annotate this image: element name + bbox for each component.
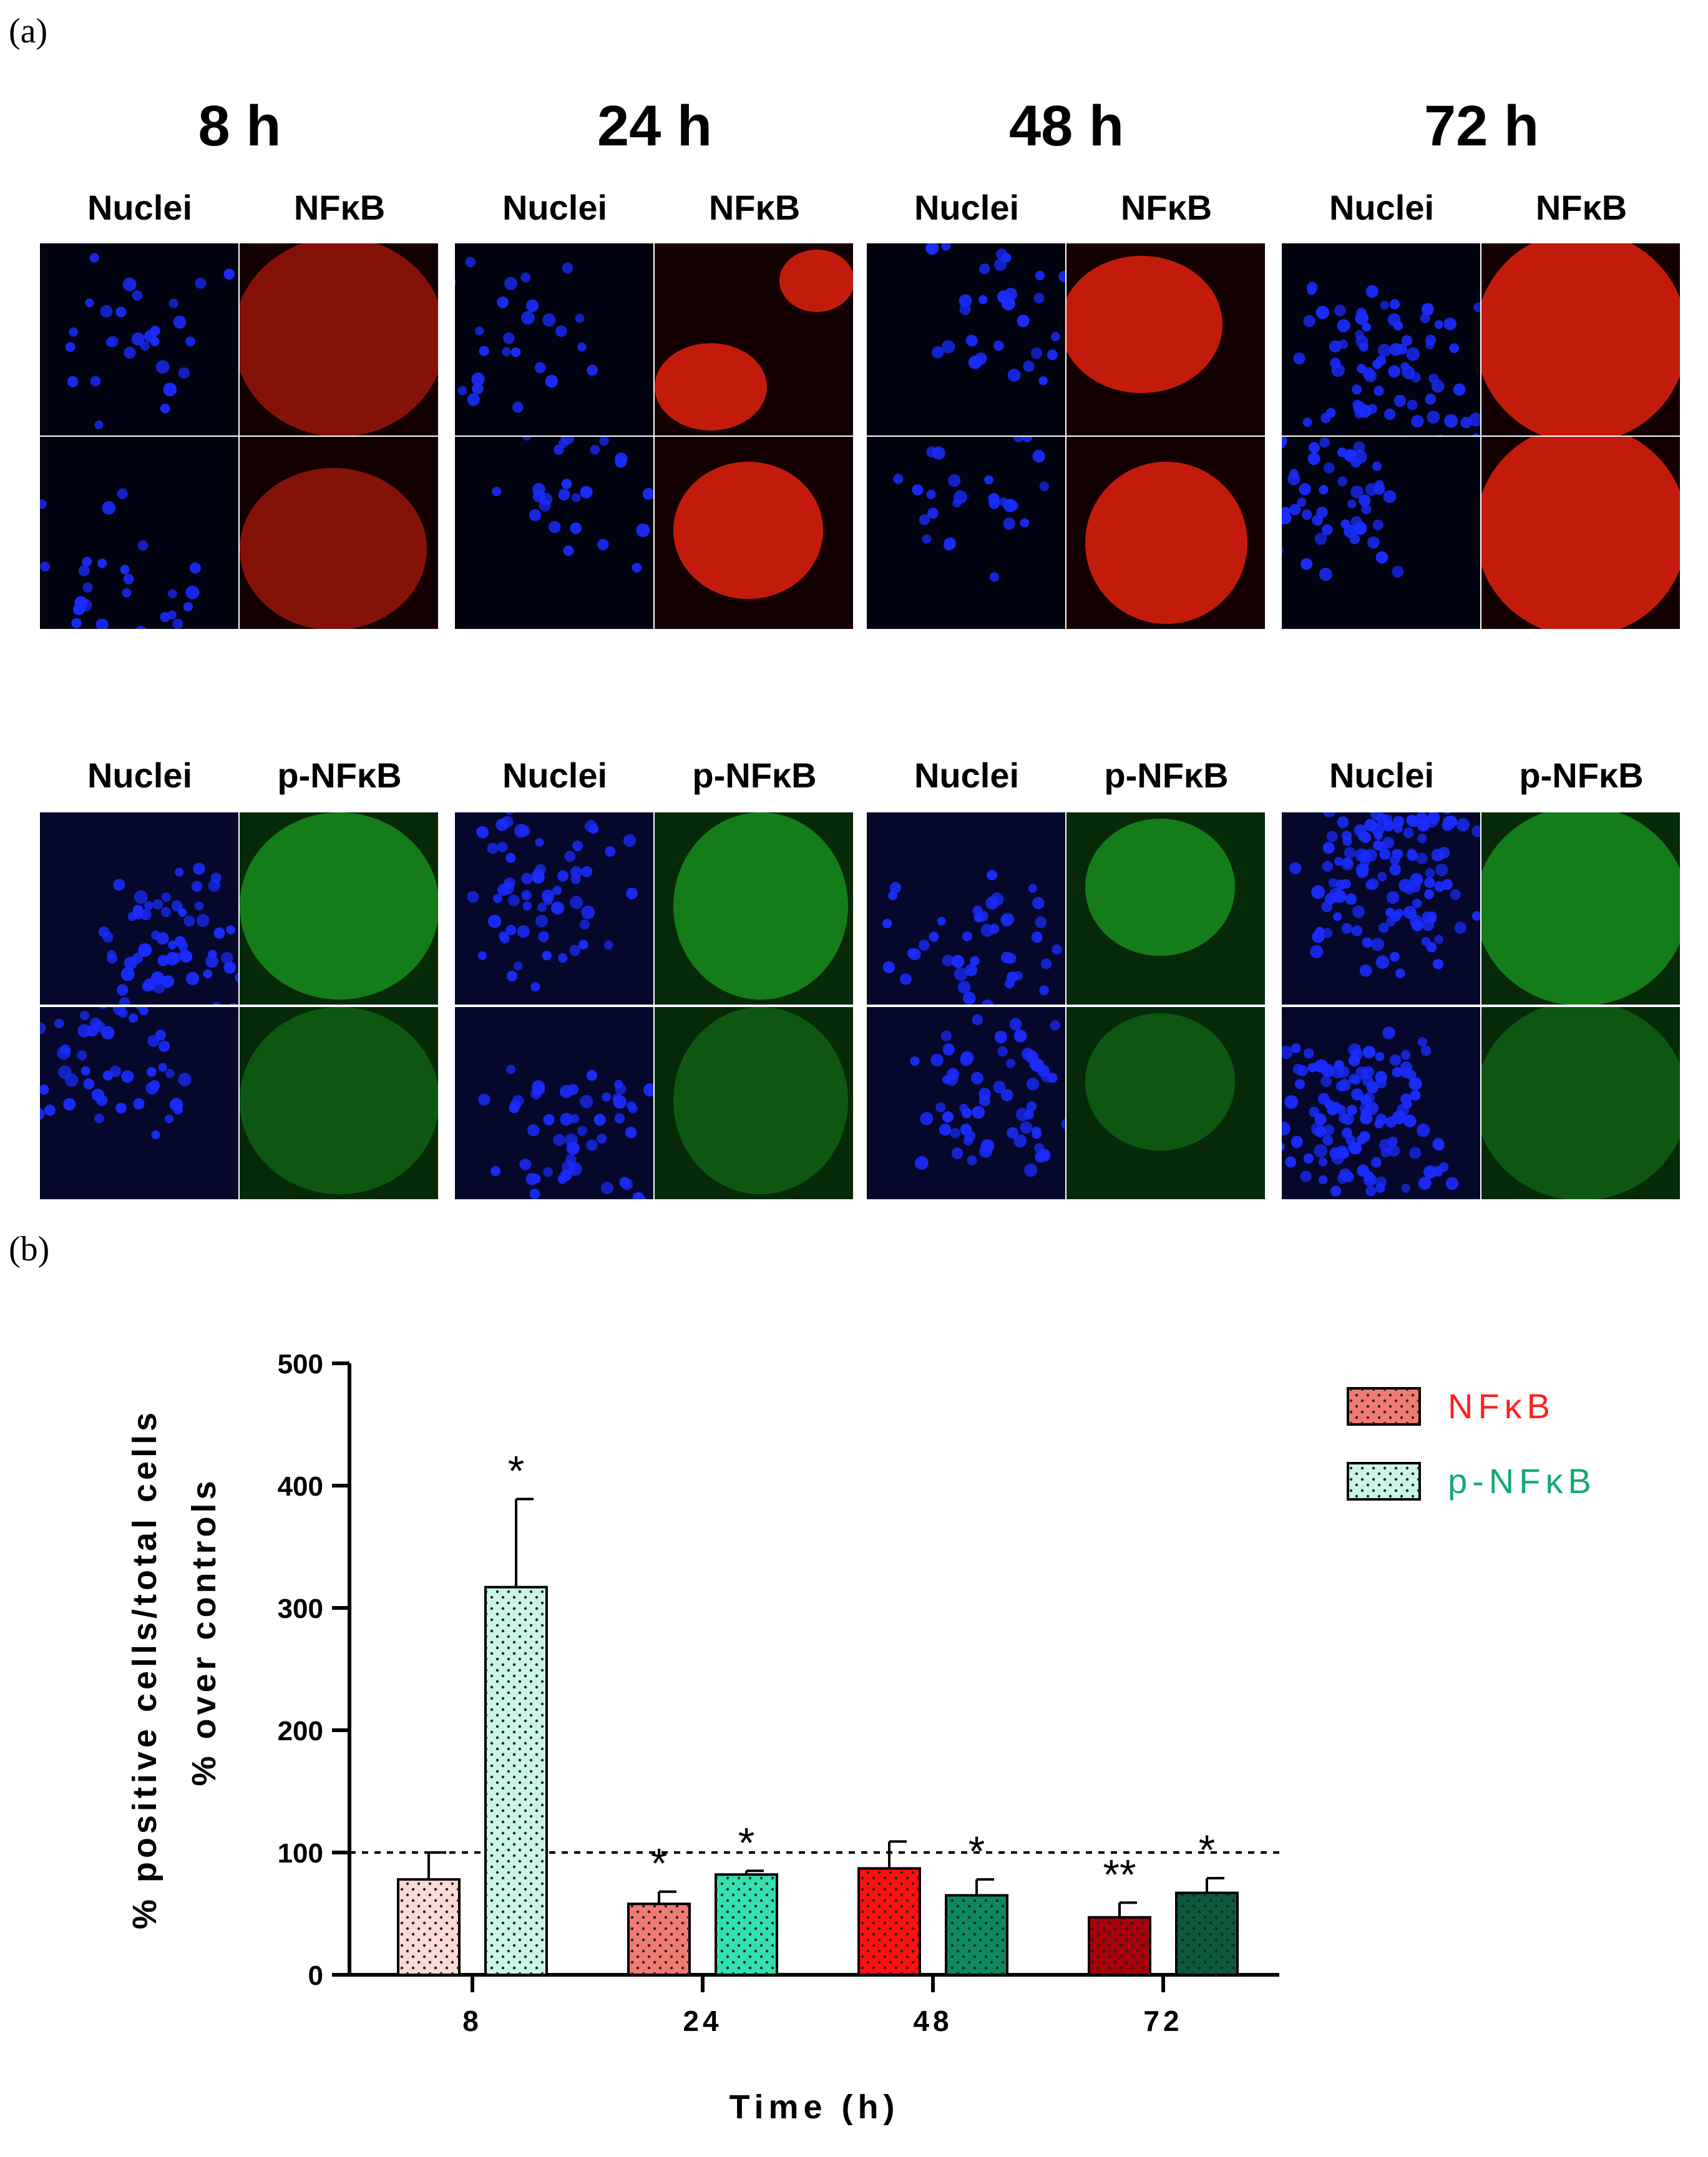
time-point-title: 8 h [198,94,281,158]
bar-chart: 0 100 200 300 400 500 * 8 * * 24 * 48 ** * 72 Time (h)% … [0,1285,1708,2157]
channel-title: Nuclei [87,756,193,795]
bar-dot-pattern [1089,1917,1150,1975]
nuclei-micrograph [40,812,238,1005]
nuclei-micrograph [867,243,1065,436]
y-tick-label: 300 [278,1594,323,1624]
pnfkb-micrograph [240,1007,438,1199]
nuclei-micrograph [40,1007,238,1199]
nuclei-micrograph [1282,437,1480,629]
x-tick-label: 48 [913,2005,952,2037]
nuclei-micrograph [455,1007,653,1199]
significance-mark: ** [1103,1851,1136,1898]
legend-swatch-pattern [1348,1388,1420,1424]
nfkb-micrograph [240,243,438,436]
bar-dot-pattern [628,1904,690,1975]
nfkb-micrograph [655,243,853,436]
bar-dot-pattern [716,1874,777,1975]
legend-label: p-NFκB [1448,1461,1596,1501]
x-tick-label: 72 [1143,2005,1183,2037]
x-tick-label: 8 [462,2005,482,2037]
bar-dot-pattern [859,1868,920,1975]
micrograph-panel: 8 h Nuclei Nuclei NFκB p-NFκB 24 h Nuclei Nucle… [40,87,1687,1223]
y-tick-label: 200 [278,1716,323,1746]
nuclei-micrograph [455,437,653,629]
significance-mark: * [738,1819,754,1866]
significance-mark: * [651,1840,667,1887]
nfkb-micrograph [1481,437,1680,629]
y-tick-label: 500 [278,1349,323,1380]
channel-title: Nuclei [502,188,608,227]
x-tick-label: 24 [683,2005,722,2037]
nfkb-micrograph [240,437,438,629]
nuclei-micrograph [1282,1007,1480,1199]
nuclei-micrograph [867,437,1065,629]
nuclei-micrograph [40,437,238,629]
channel-title: p-NFκB [692,756,817,795]
legend-label: NFκB [1448,1386,1555,1426]
nfkb-micrograph [1066,437,1265,629]
pnfkb-micrograph [240,812,438,1005]
bar-dot-pattern [398,1879,459,1975]
pnfkb-micrograph [1481,812,1680,1005]
significance-mark: * [508,1448,524,1495]
channel-title: Nuclei [502,756,608,795]
nfkb-micrograph [655,437,853,629]
channel-title: p-NFκB [1104,756,1229,795]
pnfkb-micrograph [1481,1007,1680,1199]
channel-title: NFκB [1120,188,1213,227]
y-axis-title-secondary: % over controls [185,1477,223,1786]
y-tick-label: 100 [278,1838,323,1869]
time-point-title: 72 h [1423,94,1540,158]
nfkb-micrograph [1066,243,1265,436]
time-point-title: 24 h [597,94,713,158]
channel-title: NFκB [708,188,801,227]
channel-title: Nuclei [1329,756,1435,795]
channel-title: Nuclei [1329,188,1435,227]
channel-title: NFκB [293,188,386,227]
panel-b-label: (b) [9,1230,50,1268]
significance-mark: * [1199,1826,1215,1874]
legend-swatch-pattern [1348,1463,1420,1499]
channel-title: NFκB [1535,188,1627,227]
channel-title: Nuclei [914,188,1020,227]
channel-title: p-NFκB [277,756,402,795]
pnfkb-micrograph [1066,812,1265,1005]
x-axis-title: Time (h) [729,2088,899,2126]
nuclei-micrograph [455,243,653,436]
channel-title: p-NFκB [1519,756,1644,795]
bar-dot-pattern [486,1587,547,1975]
time-point-title: 48 h [1008,94,1125,158]
nuclei-micrograph [1282,812,1480,1005]
bar-dot-pattern [946,1895,1007,1975]
nuclei-micrograph [867,1007,1065,1199]
nuclei-micrograph [867,812,1065,1005]
y-axis-title: % positive cells/total cells [126,1409,163,1929]
y-tick-label: 0 [308,1960,323,1991]
y-tick-label: 400 [278,1471,323,1502]
pnfkb-micrograph [1066,1007,1265,1199]
channel-title: Nuclei [87,188,193,227]
nuclei-micrograph [1282,243,1480,436]
panel-a-label: (a) [9,12,48,51]
nfkb-micrograph [1481,243,1680,436]
significance-mark: * [969,1828,985,1875]
bar-dot-pattern [1176,1892,1237,1975]
pnfkb-micrograph [655,812,853,1005]
pnfkb-micrograph [655,1007,853,1199]
nuclei-micrograph [455,812,653,1005]
channel-title: Nuclei [914,756,1020,795]
nuclei-micrograph [40,243,238,436]
